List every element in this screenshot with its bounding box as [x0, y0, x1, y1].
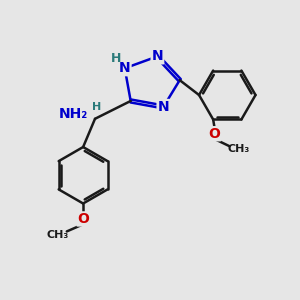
Text: H: H: [111, 52, 122, 65]
Text: N: N: [158, 100, 169, 114]
Text: N: N: [119, 61, 130, 75]
Text: O: O: [209, 127, 220, 141]
Text: NH₂: NH₂: [59, 107, 88, 121]
Text: CH₃: CH₃: [47, 230, 69, 240]
Text: N: N: [152, 50, 163, 63]
Text: O: O: [77, 212, 89, 226]
Text: H: H: [92, 103, 101, 112]
Text: CH₃: CH₃: [228, 144, 250, 154]
